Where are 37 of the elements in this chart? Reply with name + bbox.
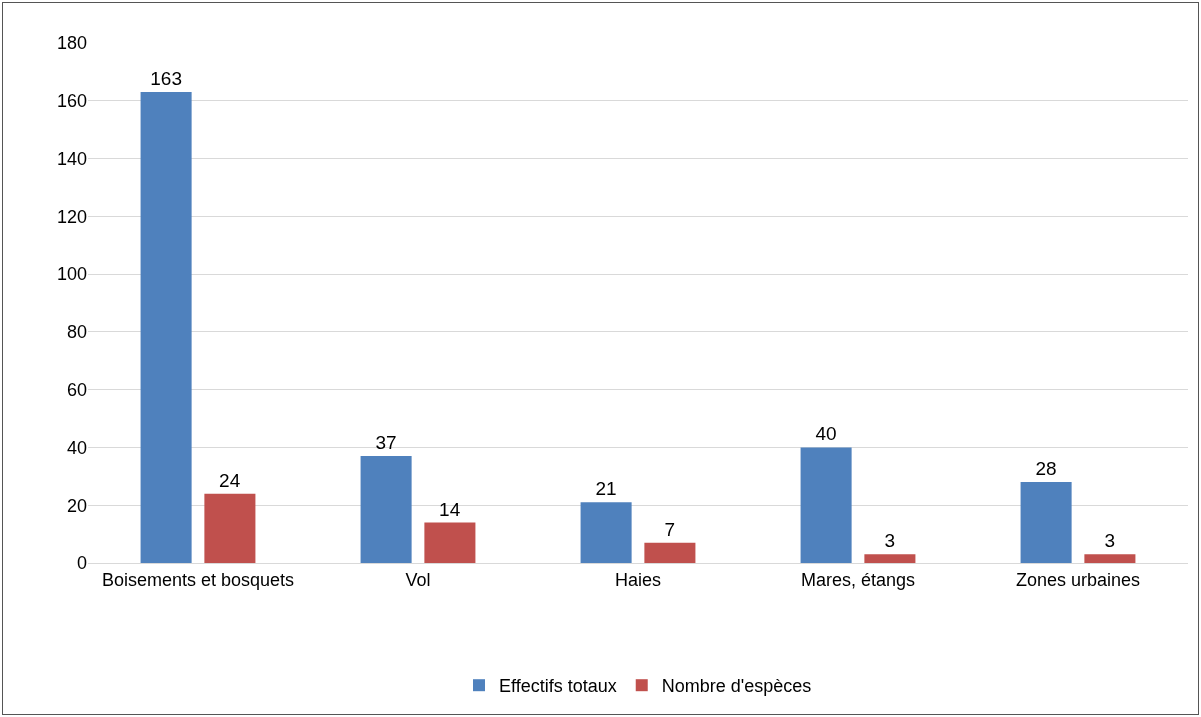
x-tick-label: Zones urbaines [1015,569,1141,590]
data-label: 14 [439,498,461,520]
y-tick-label: 80 [66,322,87,343]
y-tick-label: 180 [56,33,87,54]
data-label: 163 [150,68,182,90]
y-tick-label: 100 [56,264,87,285]
bar [864,554,916,563]
y-tick-label: 0 [76,553,87,574]
data-label: 21 [595,478,617,500]
y-tick-label: 20 [66,495,87,516]
bar [140,92,192,563]
y-tick-label: 160 [56,91,87,112]
y-tick-label: 140 [56,148,87,169]
x-tick-label: Boisements et bosquets [101,569,295,590]
bar [204,493,256,563]
x-tick-label: Mares, étangs [800,569,916,590]
data-label: 3 [1104,530,1116,552]
data-label: 7 [664,518,676,540]
x-tick-label: Haies [614,569,662,590]
y-tick-label: 40 [66,437,87,458]
bar [360,456,412,563]
bar [580,502,632,563]
data-label: 24 [219,469,241,491]
bar [800,447,852,563]
bar [644,542,696,563]
y-tick-label: 60 [66,379,87,400]
data-label: 37 [375,432,397,454]
data-label: 28 [1035,458,1057,480]
data-label: 3 [884,530,896,552]
legend-label: Nombre d'espèces [661,676,812,697]
legend-label: Effectifs totaux [499,676,617,697]
y-tick-label: 120 [56,206,87,227]
x-tick-label: Vol [405,569,431,590]
bar [1084,554,1136,563]
data-label: 40 [815,423,837,445]
bar [1020,482,1072,563]
bar [424,522,476,563]
